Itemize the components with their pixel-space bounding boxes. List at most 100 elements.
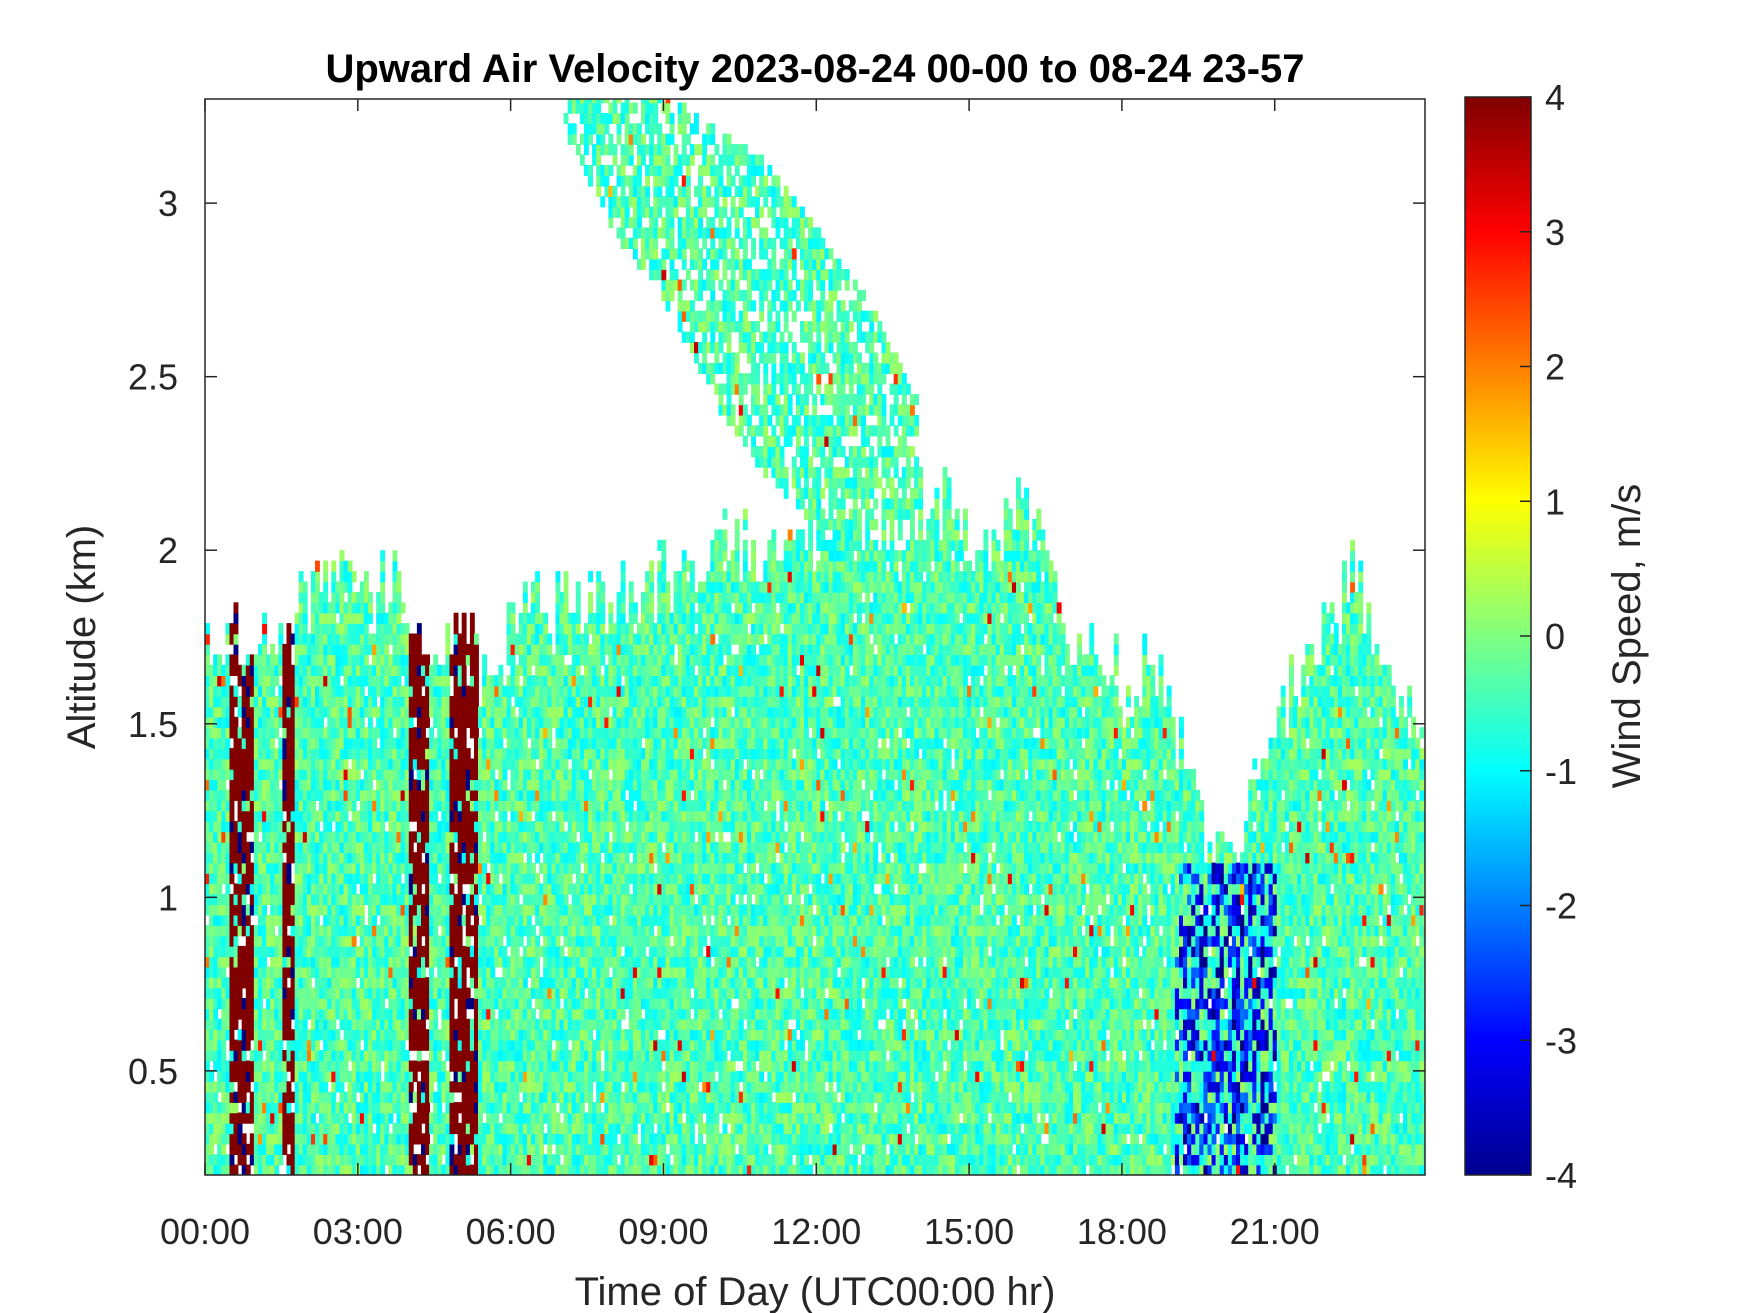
- heatmap-cell: [543, 654, 549, 666]
- heatmap-cell: [502, 841, 508, 853]
- heatmap-cell: [327, 685, 333, 697]
- heatmap-cell: [327, 602, 333, 614]
- heatmap-cell: [294, 1081, 300, 1093]
- heatmap-cell: [567, 1070, 573, 1083]
- heatmap-cell: [262, 623, 267, 635]
- heatmap-cell: [486, 883, 492, 895]
- heatmap-cell: [579, 643, 585, 656]
- heatmap-cell: [494, 737, 500, 749]
- heatmap-cell: [331, 727, 337, 739]
- heatmap-cell: [237, 1112, 243, 1124]
- heatmap-cell: [498, 914, 504, 926]
- heatmap-cell: [274, 727, 280, 739]
- heatmap-cell: [453, 904, 459, 916]
- heatmap-cell: [579, 99, 585, 104]
- heatmap-cell: [388, 1112, 394, 1124]
- heatmap-cell: [551, 664, 557, 676]
- heatmap-cell: [461, 1008, 467, 1020]
- heatmap-cell: [469, 998, 475, 1010]
- heatmap-cell: [535, 768, 540, 781]
- heatmap-cell: [323, 1143, 329, 1155]
- heatmap-cell: [359, 914, 365, 926]
- heatmap-cell: [205, 1112, 210, 1124]
- heatmap-cell: [205, 737, 210, 749]
- heatmap-cell: [465, 643, 471, 656]
- heatmap-cell: [335, 1081, 341, 1093]
- heatmap-cell: [359, 956, 365, 968]
- heatmap-cell: [225, 925, 231, 937]
- heatmap-cell: [453, 685, 459, 697]
- heatmap-cell: [302, 685, 308, 697]
- heatmap-cell: [306, 935, 312, 947]
- heatmap-cell: [465, 1039, 471, 1051]
- heatmap-cell: [575, 852, 581, 864]
- heatmap-cell: [368, 914, 373, 926]
- heatmap-cell: [404, 1154, 410, 1166]
- heatmap-cell: [237, 1050, 243, 1062]
- heatmap-cell: [441, 768, 447, 781]
- heatmap-cell: [469, 623, 475, 635]
- heatmap-cell: [384, 716, 390, 728]
- heatmap-cell: [518, 987, 524, 999]
- heatmap-cell: [457, 852, 463, 864]
- heatmap-cell: [229, 862, 235, 874]
- heatmap-cell: [469, 873, 475, 885]
- heatmap-cell: [510, 633, 516, 645]
- heatmap-cell: [433, 810, 439, 822]
- heatmap-cell: [225, 789, 231, 801]
- heatmap-cell: [331, 612, 337, 624]
- heatmap-cell: [384, 893, 390, 906]
- heatmap-cell: [376, 612, 382, 624]
- heatmap-cell: [209, 810, 214, 822]
- heatmap-cell: [588, 602, 593, 614]
- heatmap-cell: [453, 914, 459, 926]
- heatmap-cell: [290, 1164, 296, 1175]
- heatmap-cell: [205, 1133, 210, 1145]
- heatmap-cell: [506, 873, 512, 885]
- heatmap-cell: [294, 987, 300, 999]
- heatmap-cell: [449, 1112, 455, 1124]
- heatmap-cell: [213, 1102, 219, 1114]
- heatmap-cell: [400, 716, 406, 728]
- heatmap-cell: [498, 664, 504, 676]
- heatmap-cell: [376, 664, 382, 676]
- heatmap-cell: [551, 800, 557, 812]
- heatmap-cell: [327, 904, 333, 916]
- heatmap-cell: [372, 852, 377, 864]
- heatmap-cell: [482, 685, 487, 697]
- heatmap-cell: [547, 821, 553, 833]
- heatmap-cell: [363, 654, 369, 666]
- heatmap-cell: [347, 560, 353, 572]
- heatmap-cell: [469, 1060, 475, 1072]
- heatmap-cell: [547, 977, 553, 989]
- heatmap-cell: [416, 1154, 422, 1166]
- heatmap-cell: [429, 1081, 434, 1093]
- heatmap-cell: [531, 1091, 536, 1103]
- heatmap-cell: [343, 1008, 349, 1020]
- heatmap-cell: [400, 831, 406, 843]
- heatmap-cell: [535, 748, 540, 760]
- heatmap-cell: [217, 748, 223, 760]
- heatmap-cell: [266, 654, 271, 666]
- heatmap-cell: [388, 748, 394, 760]
- heatmap-cell: [237, 914, 243, 926]
- heatmap-cell: [490, 925, 496, 937]
- heatmap-cell: [437, 862, 443, 874]
- heatmap-cell: [302, 841, 308, 853]
- heatmap-cell: [278, 1154, 284, 1166]
- heatmap-cell: [209, 1143, 214, 1155]
- heatmap-cell: [270, 1154, 276, 1166]
- heatmap-cell: [343, 1154, 349, 1166]
- heatmap-cell: [490, 904, 496, 916]
- heatmap-cell: [563, 925, 569, 937]
- heatmap-cell: [404, 893, 410, 906]
- heatmap-cell: [282, 873, 288, 885]
- heatmap-cell: [315, 841, 320, 853]
- heatmap-cell: [339, 852, 345, 864]
- heatmap-cell: [408, 727, 414, 739]
- heatmap-cell: [441, 737, 447, 749]
- heatmap-cell: [510, 706, 516, 718]
- heatmap-cell: [241, 685, 247, 697]
- heatmap-cell: [363, 800, 369, 812]
- heatmap-cell: [408, 831, 414, 843]
